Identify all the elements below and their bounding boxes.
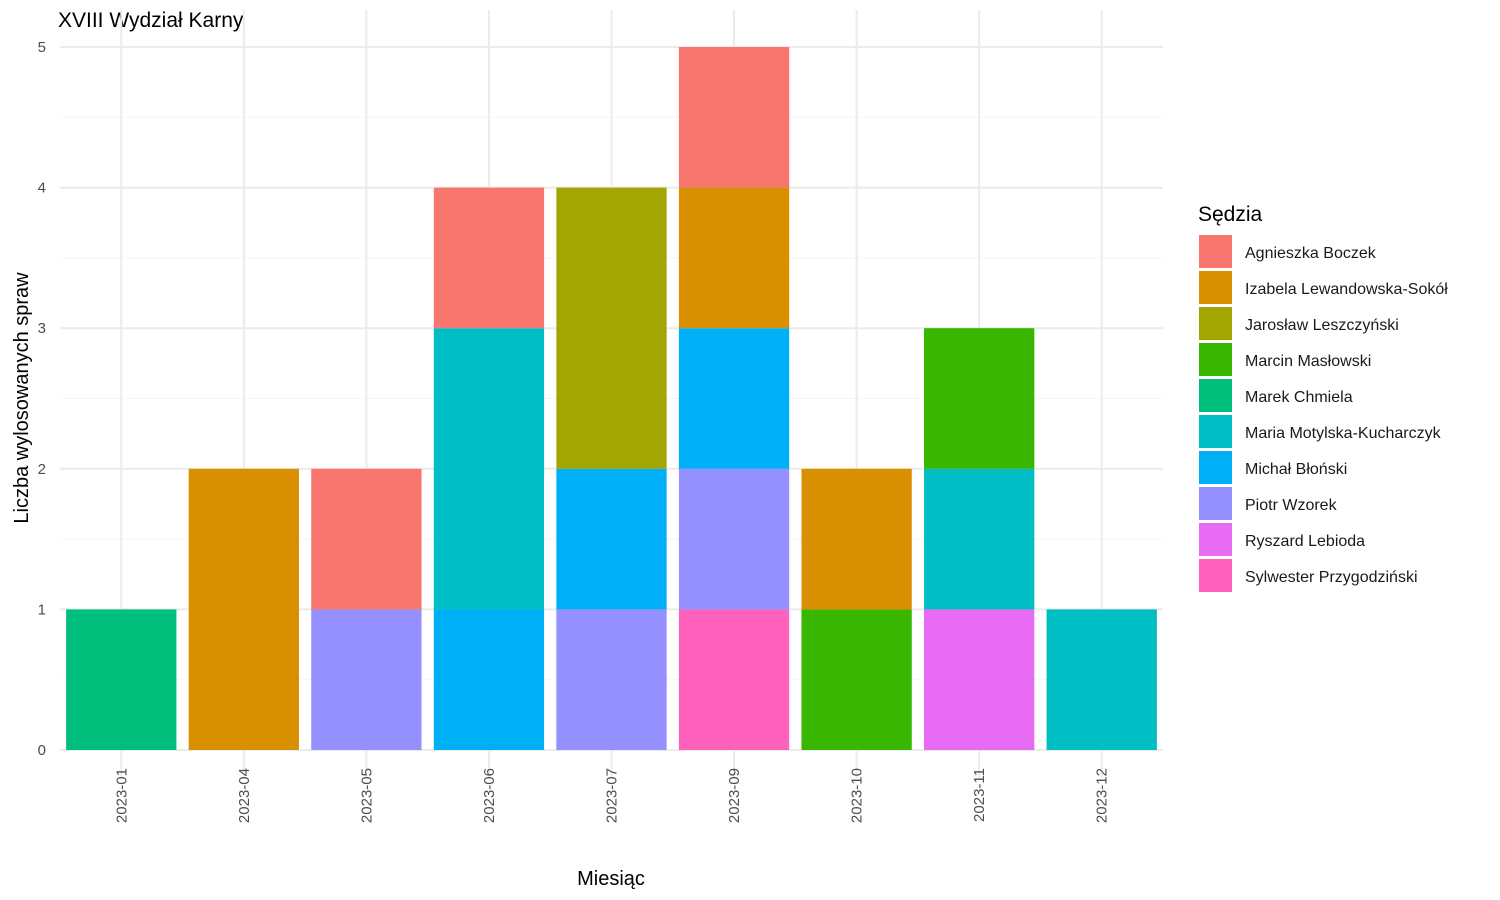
bar-segment: [801, 468, 912, 610]
legend-swatch: [1199, 235, 1232, 268]
legend-label: Sylwester Przygodziński: [1245, 569, 1418, 586]
legend-swatch: [1199, 487, 1232, 520]
bar-segment: [311, 468, 422, 610]
x-tick-label: 2023-11: [971, 768, 988, 822]
legend-label: Izabela Lewandowska-Sokół: [1245, 281, 1448, 298]
legend-swatch: [1199, 379, 1232, 412]
legend-label: Michał Błoński: [1245, 461, 1347, 478]
bar-segment: [678, 468, 790, 610]
y-tick-label: 1: [38, 601, 46, 618]
y-axis-title: Liczba wylosowanych spraw: [11, 272, 33, 524]
chart-title: XVIII Wydział Karny: [58, 9, 244, 32]
x-axis-ticks: 2023-01 2023-04 2023-05 2023-06 2023-07 2023-…: [113, 768, 1110, 823]
bar-segment: [556, 187, 667, 469]
x-tick-label: 2023-10: [849, 768, 866, 823]
legend-label: Agnieszka Boczek: [1245, 245, 1377, 262]
y-tick-label: 0: [38, 742, 46, 759]
y-tick-label: 2: [38, 461, 46, 478]
bar-segment: [433, 328, 545, 610]
x-tick-label: 2023-05: [358, 768, 375, 823]
legend-label: Jarosław Leszczyński: [1245, 317, 1399, 334]
bar-segment: [678, 609, 790, 750]
legend-swatch: [1199, 415, 1232, 448]
bar-segment: [924, 468, 1035, 610]
legend-label: Marek Chmiela: [1245, 389, 1353, 406]
x-axis-title: Miesiąc: [577, 868, 645, 890]
bar-segment: [678, 187, 790, 329]
legend-swatch: [1199, 271, 1232, 304]
legend-swatch: [1199, 451, 1232, 484]
legend-label: Marcin Masłowski: [1245, 353, 1371, 370]
x-tick-label: 2023-12: [1094, 768, 1111, 823]
bar-segment: [801, 609, 912, 750]
legend-title: Sędzia: [1198, 203, 1263, 226]
y-tick-label: 4: [38, 180, 46, 197]
bar-segment: [678, 47, 790, 188]
x-tick-label: 2023-09: [726, 768, 743, 823]
x-tick-label: 2023-04: [236, 768, 253, 823]
bar-segment: [556, 468, 667, 610]
bar-segment: [433, 609, 545, 750]
legend-swatch: [1199, 523, 1232, 556]
bar-segment: [66, 609, 177, 750]
y-tick-label: 3: [38, 320, 46, 337]
bar-segment: [311, 609, 422, 750]
bar-segment: [188, 468, 299, 750]
x-tick-label: 2023-06: [481, 768, 498, 823]
legend-swatch: [1199, 343, 1232, 376]
x-tick-label: 2023-01: [113, 768, 130, 823]
bar-segment: [433, 187, 545, 329]
bars: [66, 47, 1157, 750]
x-tick-label: 2023-07: [604, 768, 621, 823]
bar-segment: [924, 328, 1035, 469]
bar-segment: [678, 328, 790, 469]
legend: Sędzia Agnieszka Boczek Izabela Lewandows…: [1198, 203, 1448, 592]
legend-label: Maria Motylska-Kucharczyk: [1245, 425, 1442, 442]
legend-label: Ryszard Lebioda: [1245, 533, 1365, 550]
y-axis-ticks: 0 1 2 3 4 5: [38, 39, 46, 759]
legend-swatch: [1199, 307, 1232, 340]
bar-segment: [1046, 609, 1157, 750]
bar-segment: [924, 609, 1035, 750]
legend-items: Agnieszka Boczek Izabela Lewandowska-Sokó…: [1199, 235, 1448, 592]
legend-label: Piotr Wzorek: [1245, 497, 1338, 514]
y-tick-label: 5: [38, 39, 46, 56]
legend-swatch: [1199, 559, 1232, 592]
bar-segment: [556, 609, 667, 750]
